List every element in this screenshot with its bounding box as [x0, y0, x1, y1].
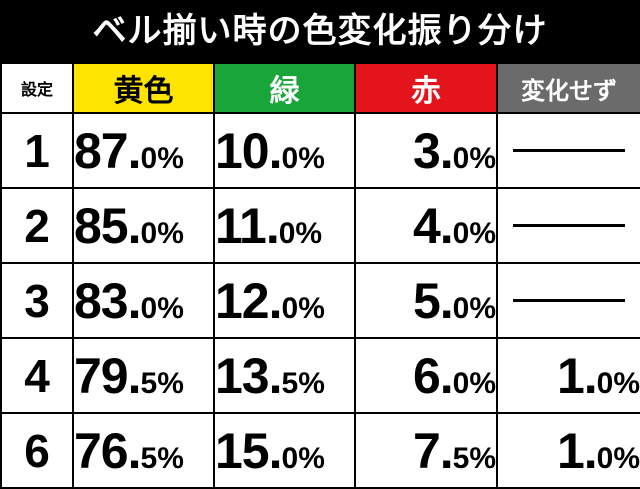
red-cell: 7.5%: [354, 412, 498, 489]
value-decimal: 0%: [278, 216, 323, 250]
value-decimal: 5%: [140, 366, 184, 400]
yellow-cell: 76.5%: [72, 412, 215, 489]
setting-cell: 2: [0, 187, 74, 264]
value-decimal: 0%: [140, 291, 184, 325]
header-red: 赤: [354, 62, 498, 114]
yellow-cell: 85.0%: [72, 187, 215, 264]
green-cell: 10.0%: [213, 112, 356, 189]
value-decimal: 0%: [596, 441, 640, 475]
value-decimal: 0%: [281, 441, 325, 475]
no-change-cell: [496, 112, 640, 189]
red-cell: 5.0%: [354, 262, 498, 339]
yellow-cell: 79.5%: [72, 337, 215, 414]
no-change-cell: 1.0%: [496, 337, 640, 414]
page-title: ベル揃い時の色変化振り分け: [0, 0, 640, 62]
yellow-cell: 87.0%: [72, 112, 215, 189]
yellow-cell: 83.0%: [72, 262, 215, 339]
header-setting: 設定: [0, 62, 74, 114]
value-decimal: 0%: [281, 141, 325, 175]
dash-mark: [513, 299, 625, 302]
distribution-table: 設定 黄色 緑 赤 変化せず 1 87.0% 10.0% 3.0% 2 85.0% 11.0…: [0, 62, 640, 489]
value-integer: 7.: [412, 422, 454, 479]
no-change-cell: [496, 262, 640, 339]
table-row: 4 79.5% 13.5% 6.0% 1.0%: [0, 337, 640, 414]
dash-mark: [513, 149, 625, 152]
green-cell: 12.0%: [213, 262, 356, 339]
header-yellow: 黄色: [72, 62, 215, 114]
value-decimal: 0%: [452, 216, 496, 250]
header-no-change: 変化せず: [496, 62, 640, 114]
header-green: 緑: [213, 62, 356, 114]
value-integer: 1.: [556, 422, 598, 479]
setting-cell: 4: [0, 337, 74, 414]
value-decimal: 5%: [452, 441, 496, 475]
value-decimal: 0%: [281, 291, 325, 325]
value-integer: 85.: [74, 197, 142, 254]
table-header-row: 設定 黄色 緑 赤 変化せず: [0, 62, 640, 114]
value-integer: 6.: [412, 347, 454, 404]
value-integer: 10.: [215, 122, 283, 179]
value-integer: 79.: [74, 347, 142, 404]
red-cell: 4.0%: [354, 187, 498, 264]
value-decimal: 0%: [452, 141, 496, 175]
value-integer: 15.: [215, 422, 283, 479]
setting-cell: 1: [0, 112, 74, 189]
value-decimal: 0%: [452, 366, 496, 400]
value-integer: 1.: [556, 347, 598, 404]
value-integer: 76.: [74, 422, 142, 479]
value-decimal: 0%: [140, 216, 184, 250]
dash-mark: [513, 224, 625, 227]
no-change-cell: 1.0%: [496, 412, 640, 489]
value-integer: 87.: [74, 122, 142, 179]
no-change-cell: [496, 187, 640, 264]
green-cell: 13.5%: [213, 337, 356, 414]
value-integer: 83.: [74, 272, 142, 329]
green-cell: 11.0%: [213, 187, 356, 264]
setting-cell: 3: [0, 262, 74, 339]
value-decimal: 5%: [140, 441, 184, 475]
value-integer: 3.: [412, 122, 454, 179]
red-cell: 6.0%: [354, 337, 498, 414]
value-integer: 12.: [215, 272, 283, 329]
value-integer: 11.: [215, 197, 280, 254]
red-cell: 3.0%: [354, 112, 498, 189]
setting-cell: 6: [0, 412, 74, 489]
value-integer: 5.: [412, 272, 454, 329]
value-integer: 13.: [215, 347, 283, 404]
table-row: 2 85.0% 11.0% 4.0%: [0, 187, 640, 264]
green-cell: 15.0%: [213, 412, 356, 489]
value-decimal: 0%: [596, 366, 640, 400]
table-row: 6 76.5% 15.0% 7.5% 1.0%: [0, 412, 640, 489]
value-decimal: 0%: [140, 141, 184, 175]
table-row: 1 87.0% 10.0% 3.0%: [0, 112, 640, 189]
value-integer: 4.: [412, 197, 454, 254]
value-decimal: 0%: [452, 291, 496, 325]
table-row: 3 83.0% 12.0% 5.0%: [0, 262, 640, 339]
value-decimal: 5%: [281, 366, 325, 400]
